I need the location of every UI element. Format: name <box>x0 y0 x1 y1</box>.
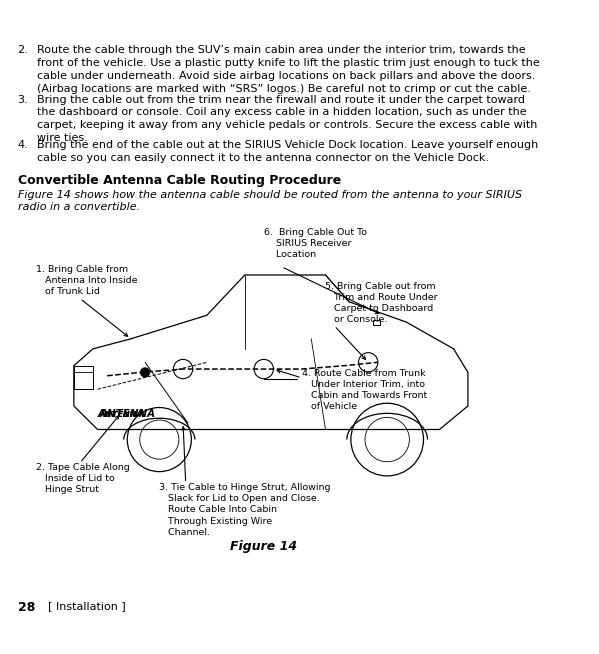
Text: Bring the cable out from the trim near the firewall and route it under the carpe: Bring the cable out from the trim near t… <box>37 95 537 143</box>
Text: 4. Route Cable from Trunk
   Under Interior Trim, into
   Cabin and Towards Fron: 4. Route Cable from Trunk Under Interior… <box>302 369 427 411</box>
Text: [ Installation ]: [ Installation ] <box>49 601 126 611</box>
Text: Figure 14 shows how the antenna cable should be routed from the antenna to your : Figure 14 shows how the antenna cable sh… <box>17 190 522 213</box>
Text: Convertible Antenna Cable Routing Procedure: Convertible Antenna Cable Routing Proced… <box>17 174 341 187</box>
Text: 6.  Bring Cable Out To
    SIRIUS Receiver
    Location: 6. Bring Cable Out To SIRIUS Receiver Lo… <box>264 228 367 259</box>
Text: 2.: 2. <box>17 45 28 56</box>
Text: 2. Tape Cable Along
   Inside of Lid to
   Hinge Strut: 2. Tape Cable Along Inside of Lid to Hin… <box>36 463 129 494</box>
Text: Figure 14: Figure 14 <box>230 540 297 553</box>
Text: Route the cable through the SUV’s main cabin area under the interior trim, towar: Route the cable through the SUV’s main c… <box>37 45 540 94</box>
Text: 5. Bring Cable out from
   Trim and Route Under
   Carpet to Dashboard
   or Con: 5. Bring Cable out from Trim and Route U… <box>325 282 438 324</box>
Circle shape <box>141 368 150 377</box>
Bar <box>74 366 93 389</box>
Text: 28: 28 <box>17 601 35 614</box>
Text: ANTENNA: ANTENNA <box>100 409 156 419</box>
Text: 4.: 4. <box>17 141 28 150</box>
Text: 3.: 3. <box>17 95 28 105</box>
Text: Bring the end of the cable out at the SIRIUS Vehicle Dock location. Leave yourse: Bring the end of the cable out at the SI… <box>37 141 538 164</box>
Text: 1. Bring Cable from
   Antenna Into Inside
   of Trunk Lid: 1. Bring Cable from Antenna Into Inside … <box>36 265 137 296</box>
Text: AɴᴛᴇɴɴA: AɴᴛᴇɴɴA <box>98 409 145 419</box>
Text: 3. Tie Cable to Hinge Strut, Allowing
   Slack for Lid to Open and Close.
   Rou: 3. Tie Cable to Hinge Strut, Allowing Sl… <box>159 483 331 537</box>
